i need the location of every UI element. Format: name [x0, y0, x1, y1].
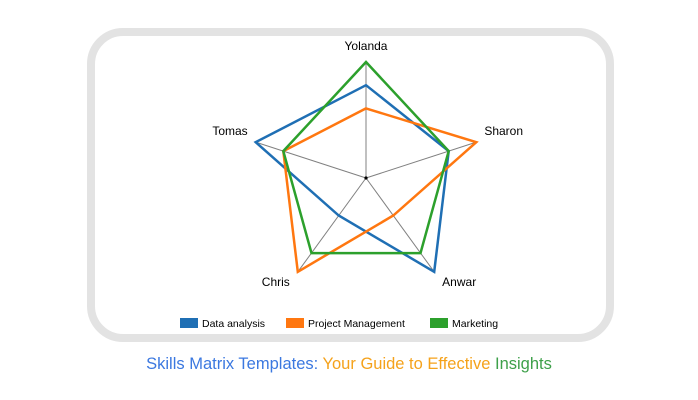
legend-item-marketing[interactable]: Marketing [430, 318, 498, 330]
axis-line-chris [297, 177, 367, 273]
caption-part-2: Your Guide to Effective [322, 355, 491, 373]
radar-series [253, 60, 479, 274]
legend-swatch [286, 318, 304, 328]
axis-label-tomas: Tomas [212, 124, 247, 138]
axis-labels: Yolanda Sharon Anwar Chris Tomas [212, 39, 523, 289]
page-caption: Skills Matrix Templates: Your Guide to E… [0, 355, 698, 374]
legend: Data analysis Project Management Marketi… [180, 318, 498, 330]
radar-axes [255, 62, 477, 273]
axis-label-anwar: Anwar [442, 275, 476, 289]
legend-swatch [430, 318, 448, 328]
legend-label: Data analysis [202, 318, 265, 330]
caption-part-1: Skills Matrix Templates: [146, 355, 319, 373]
legend-item-data-analysis[interactable]: Data analysis [180, 318, 265, 330]
axis-label-yolanda: Yolanda [345, 39, 388, 53]
caption-part-3: Insights [494, 355, 552, 373]
axis-line-tomas [255, 141, 367, 179]
axis-line-anwar [365, 177, 435, 273]
series-marketing[interactable] [281, 60, 451, 255]
series-data-analysis[interactable] [253, 83, 451, 274]
legend-label: Marketing [452, 318, 498, 330]
axis-line-sharon [365, 141, 477, 179]
series-project-management[interactable] [281, 107, 479, 274]
legend-swatch [180, 318, 198, 328]
axis-label-chris: Chris [262, 275, 290, 289]
center-dot [364, 176, 368, 180]
axis-label-sharon: Sharon [484, 124, 523, 138]
legend-item-project-management[interactable]: Project Management [286, 318, 405, 330]
legend-label: Project Management [308, 318, 405, 330]
